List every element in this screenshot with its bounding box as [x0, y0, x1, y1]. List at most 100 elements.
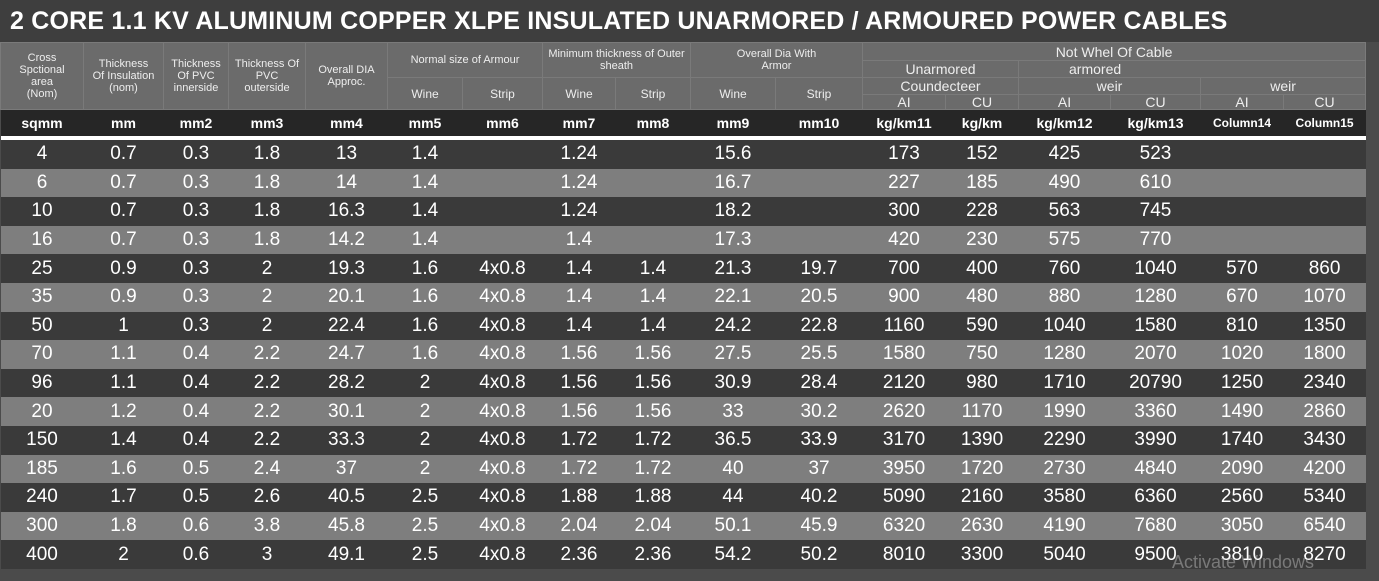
table-cell: 2.04 — [542, 511, 616, 541]
table-row: 10 0.7 0.3 1.8 16.3 1.4 1.24 18.2 300 228 563 745 — [0, 197, 1366, 226]
header-armour-strip: Strip — [462, 77, 543, 110]
header-cu-2: CU — [1110, 94, 1202, 110]
table-cell: 1.2 — [83, 397, 164, 426]
table-cell: 1.6 — [387, 282, 463, 312]
unit-cell: kg/km12 — [1018, 109, 1111, 140]
table-cell: 2630 — [945, 511, 1019, 541]
table-cell: 0.3 — [163, 311, 229, 341]
table-cell: 0.3 — [163, 138, 229, 169]
table-cell: 570 — [1200, 254, 1284, 283]
table-cell: 4x0.8 — [462, 425, 543, 455]
table-cell: 860 — [1283, 254, 1366, 283]
unit-cell: mm2 — [163, 109, 229, 140]
table-cell: 5090 — [862, 483, 946, 512]
table-cell: 50.2 — [775, 540, 863, 569]
table-cell: 5340 — [1283, 483, 1366, 512]
table-cell: 700 — [862, 254, 946, 283]
table-cell: 0.7 — [83, 225, 164, 255]
table-cell: 19.7 — [775, 254, 863, 283]
table-cell: 30.1 — [305, 397, 388, 426]
table-cell: 1.4 — [615, 311, 691, 341]
table-cell: 1740 — [1200, 425, 1284, 455]
table-row: 70 1.1 0.4 2.2 24.7 1.6 4x0.8 1.56 1.56 27.5 25.5 1… — [0, 340, 1366, 369]
table-cell — [1283, 197, 1366, 226]
table-cell: 2.2 — [228, 397, 306, 426]
unit-cell: mm8 — [615, 109, 691, 140]
table-row: 96 1.1 0.4 2.2 28.2 2 4x0.8 1.56 1.56 30.9 28.4 212… — [0, 368, 1366, 398]
table-cell: 22.4 — [305, 311, 388, 341]
table-cell — [462, 225, 543, 255]
table-cell: 300 — [862, 197, 946, 226]
unit-cell: Column15 — [1283, 109, 1366, 140]
table-cell: 96 — [0, 368, 84, 398]
header-coundecteer: Coundecteer — [862, 77, 1020, 95]
table-cell: 16.7 — [690, 168, 776, 198]
table-cell: 3 — [228, 540, 306, 569]
table-cell: 1.8 — [228, 138, 306, 169]
table-cell: 1.8 — [83, 511, 164, 541]
unit-cell: mm10 — [775, 109, 863, 140]
table-cell: 1.72 — [615, 454, 691, 484]
table-cell: 40.5 — [305, 483, 388, 512]
table-cell: 3170 — [862, 425, 946, 455]
table-cell — [1283, 225, 1366, 255]
table-cell: 0.6 — [163, 540, 229, 569]
table-cell: 2 — [228, 311, 306, 341]
table-cell: 6 — [0, 168, 84, 198]
table-cell: 1170 — [945, 397, 1019, 426]
header-weir-2: weir — [1200, 77, 1367, 95]
table-cell: 4200 — [1283, 454, 1366, 484]
table-cell: 0.5 — [163, 454, 229, 484]
table-cell: 2.4 — [228, 454, 306, 484]
table-cell: 1.88 — [615, 483, 691, 512]
table-cell: 24.7 — [305, 340, 388, 369]
table-cell: 30.9 — [690, 368, 776, 398]
table-cell: 2 — [228, 254, 306, 283]
table-cell: 0.4 — [163, 397, 229, 426]
table-cell: 1250 — [1200, 368, 1284, 398]
table-row: 20 1.2 0.4 2.2 30.1 2 4x0.8 1.56 1.56 33 30.2 2620 1… — [0, 397, 1366, 426]
table-cell: 1070 — [1283, 282, 1366, 312]
header-unarmored: Unarmored — [862, 60, 1020, 78]
table-cell: 185 — [0, 454, 84, 484]
table-cell: 24.2 — [690, 311, 776, 341]
table-cell: 590 — [945, 311, 1019, 341]
table-row: 150 1.4 0.4 2.2 33.3 2 4x0.8 1.72 1.72 36.5 33.9 31… — [0, 425, 1366, 455]
table-cell: 563 — [1018, 197, 1111, 226]
header-overall-dia: Overall DIA Approc. — [305, 42, 388, 110]
table-cell: 1490 — [1200, 397, 1284, 426]
table-cell: 3050 — [1200, 511, 1284, 541]
activate-windows-watermark: Activate Windows — [1172, 552, 1315, 572]
table-cell: 20.5 — [775, 282, 863, 312]
table-cell: 40 — [690, 454, 776, 484]
table-cell: 2090 — [1200, 454, 1284, 484]
table-cell — [1200, 138, 1284, 169]
table-cell — [1200, 225, 1284, 255]
table-row: 16 0.7 0.3 1.8 14.2 1.4 1.4 17.3 420 230 575 770 — [0, 225, 1366, 255]
table-cell: 2.2 — [228, 340, 306, 369]
table-row: 240 1.7 0.5 2.6 40.5 2.5 4x0.8 1.88 1.88 44 40.2 50… — [0, 483, 1366, 512]
table-cell: 16.3 — [305, 197, 388, 226]
table-cell: 70 — [0, 340, 84, 369]
table-cell: 1580 — [1110, 311, 1201, 341]
header-dia-armor: Overall Dia With Armor — [689, 42, 864, 78]
unit-cell: mm6 — [462, 109, 543, 140]
table-cell: 152 — [945, 138, 1019, 169]
table-cell: 150 — [0, 425, 84, 455]
table-cell: 1.4 — [387, 138, 463, 169]
table-cell: 13 — [305, 138, 388, 169]
table-cell: 480 — [945, 282, 1019, 312]
table-row: 25 0.9 0.3 2 19.3 1.6 4x0.8 1.4 1.4 21.3 19.7 700 40… — [0, 254, 1366, 283]
unit-cell: mm9 — [690, 109, 776, 140]
table-cell: 1800 — [1283, 340, 1366, 369]
header-cross-section: Cross Spctional area (Nom) — [0, 42, 84, 110]
table-row: 400 2 0.6 3 49.1 2.5 4x0.8 2.36 2.36 54.2 50.2 8010… — [0, 540, 1366, 569]
table-cell: 2.36 — [542, 540, 616, 569]
table-cell: 6360 — [1110, 483, 1201, 512]
table-cell: 1720 — [945, 454, 1019, 484]
table-cell: 25.5 — [775, 340, 863, 369]
header-dia-wine: Wine — [690, 77, 776, 110]
table-cell: 6320 — [862, 511, 946, 541]
table-cell: 25 — [0, 254, 84, 283]
table-cell: 4 — [0, 138, 84, 169]
